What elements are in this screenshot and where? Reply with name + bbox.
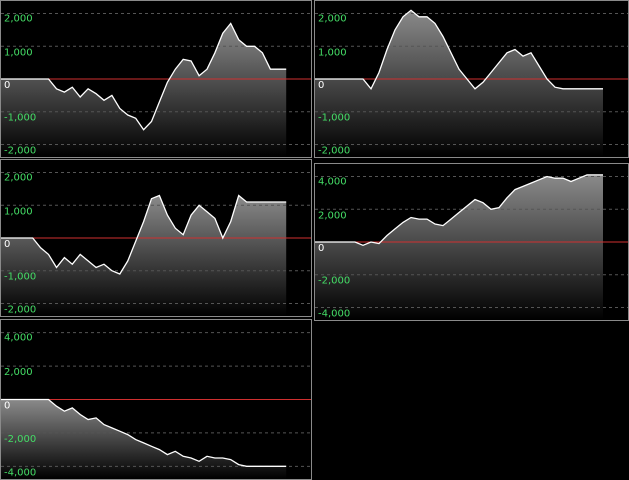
y-tick-label: 0 xyxy=(4,239,10,250)
y-tick-label: 1,000 xyxy=(4,206,33,217)
y-tick-label: -2,000 xyxy=(318,276,350,287)
chart: -4,000 -2,000 0 2,000 4,000 xyxy=(315,174,628,320)
chart-panel: -2,000 -1,000 0 1,000 2,000 xyxy=(0,159,312,317)
area xyxy=(315,10,603,157)
y-tick-label: 1,000 xyxy=(318,47,347,58)
y-tick-label: 0 xyxy=(318,80,324,91)
line xyxy=(1,22,287,131)
y-tick-label: 0 xyxy=(4,80,10,91)
y-tick-label: -1,000 xyxy=(4,272,36,283)
y-tick-label: 2,000 xyxy=(318,210,347,221)
y-tick-label: 0 xyxy=(318,243,324,254)
chart-panel: -4,000 -2,000 0 2,000 4,000 xyxy=(314,163,629,321)
y-tick-label: 2,000 xyxy=(4,14,33,25)
chart-panel: -2,000 -1,000 0 1,000 2,000 xyxy=(0,0,312,158)
chart: -4,000 -2,000 0 2,000 4,000 xyxy=(1,332,311,479)
area xyxy=(1,399,287,479)
chart: -2,000 -1,000 0 1,000 2,000 xyxy=(315,9,628,157)
line xyxy=(315,9,603,90)
chart-panel: -4,000 -2,000 0 2,000 4,000 xyxy=(0,319,312,480)
y-tick-label: -4,000 xyxy=(318,308,350,319)
y-tick-label: -2,000 xyxy=(4,145,36,156)
y-tick-label: -1,000 xyxy=(4,113,36,124)
y-tick-label: 2,000 xyxy=(318,14,347,25)
y-tick-label: 2,000 xyxy=(4,367,33,378)
y-tick-label: -1,000 xyxy=(318,113,350,124)
line xyxy=(1,398,287,467)
y-tick-label: 2,000 xyxy=(4,173,33,184)
chart: -2,000 -1,000 0 1,000 2,000 xyxy=(1,172,311,316)
y-tick-label: -4,000 xyxy=(4,467,36,478)
area xyxy=(1,195,287,316)
y-tick-label: -2,000 xyxy=(4,434,36,445)
y-tick-label: 4,000 xyxy=(318,177,347,188)
chart: -2,000 -1,000 0 1,000 2,000 xyxy=(1,13,311,157)
area xyxy=(1,23,287,157)
y-tick-label: -2,000 xyxy=(4,304,36,315)
chart-panel: -2,000 -1,000 0 1,000 2,000 xyxy=(314,0,629,158)
line xyxy=(1,194,287,275)
y-tick-label: 4,000 xyxy=(4,333,33,344)
area xyxy=(315,174,603,320)
y-tick-label: 0 xyxy=(4,401,10,412)
line xyxy=(315,174,603,247)
y-tick-label: 1,000 xyxy=(4,47,33,58)
y-tick-label: -2,000 xyxy=(318,145,350,156)
